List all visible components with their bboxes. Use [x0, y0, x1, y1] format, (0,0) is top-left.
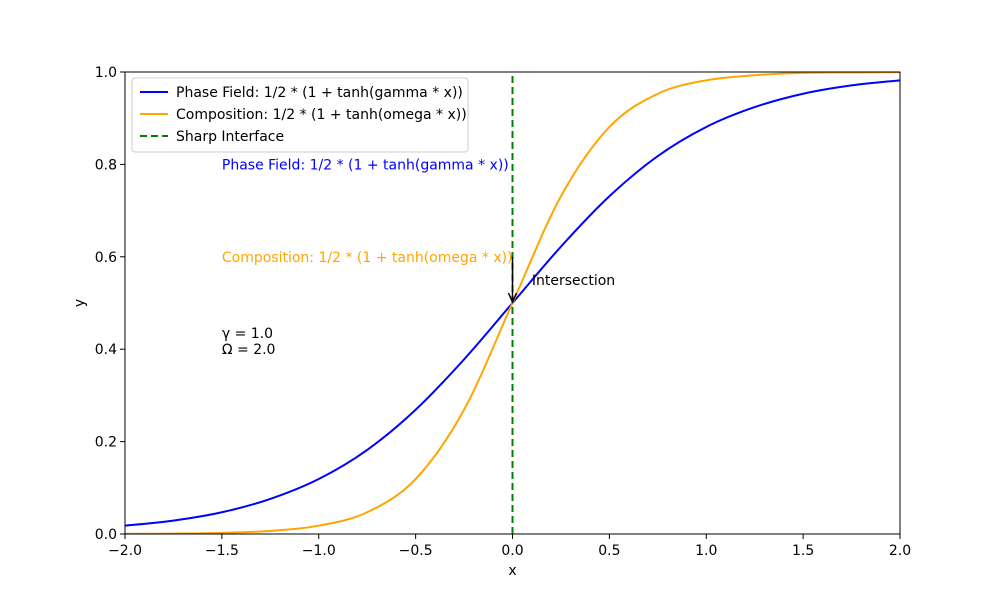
intersection-arrow — [507, 256, 518, 304]
y-tick-label: 0.2 — [95, 435, 117, 451]
annotation-layer: Phase Field: 1/2 * (1 + tanh(gamma * x))… — [222, 157, 615, 358]
y-tick-label: 0.0 — [95, 527, 117, 543]
x-axis-label: x — [508, 563, 516, 579]
y-tick-label: 0.6 — [95, 250, 117, 266]
x-tick-label: 0.5 — [598, 543, 620, 559]
legend-item: Composition: 1/2 * (1 + tanh(omega * x)) — [140, 107, 467, 123]
y-tick-label: 0.8 — [95, 157, 117, 173]
annotation-text: Ω = 2.0 — [222, 342, 276, 358]
x-tick-label: 1.0 — [695, 543, 717, 559]
x-tick-label: −1.5 — [205, 543, 239, 559]
x-tick-label: 1.5 — [792, 543, 814, 559]
intersection-label: Intersection — [532, 273, 615, 289]
legend-label: Sharp Interface — [176, 129, 284, 145]
x-tick-label: −1.0 — [302, 543, 336, 559]
x-tick-label: −2.0 — [108, 543, 142, 559]
legend-item: Phase Field: 1/2 * (1 + tanh(gamma * x)) — [140, 85, 463, 101]
annotation-text: γ = 1.0 — [222, 326, 273, 342]
legend-label: Phase Field: 1/2 * (1 + tanh(gamma * x)) — [176, 85, 463, 101]
x-tick-label: 0.0 — [501, 543, 523, 559]
x-tick-label: −0.5 — [399, 543, 433, 559]
legend-label: Composition: 1/2 * (1 + tanh(omega * x)) — [176, 107, 467, 123]
axes: −2.0 −1.5 −1.0 −0.5 0.0 0.5 1.0 1.5 2.0 0.0 0.2 0.4… — [95, 65, 911, 559]
annotation-text: Composition: 1/2 * (1 + tanh(omega * x)) — [222, 250, 513, 266]
y-axis-label: y — [72, 299, 88, 307]
legend: Phase Field: 1/2 * (1 + tanh(gamma * x))… — [131, 77, 469, 153]
x-tick-label: 2.0 — [889, 543, 911, 559]
annotation-text: Phase Field: 1/2 * (1 + tanh(gamma * x)) — [222, 157, 509, 173]
legend-box — [131, 77, 469, 153]
y-tick-label: 1.0 — [95, 65, 117, 81]
legend-item: Sharp Interface — [140, 129, 284, 145]
y-tick-label: 0.4 — [95, 342, 117, 358]
arrow-head — [507, 292, 518, 304]
